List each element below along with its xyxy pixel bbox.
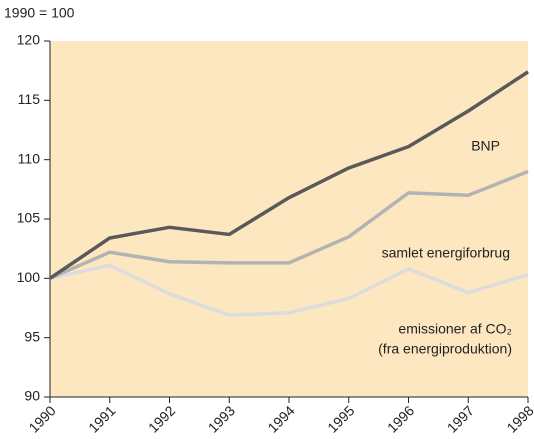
y-tick-label: 95 [24, 328, 40, 344]
y-tick-label: 105 [17, 210, 41, 226]
x-tick-label: 1994 [264, 402, 297, 435]
series-label: emissioner af CO₂ [398, 321, 512, 337]
series-line [49, 70, 529, 280]
y-tick-label: 120 [17, 32, 41, 48]
series-line [49, 263, 529, 317]
series-label: samlet energiforbrug [382, 245, 510, 261]
x-tick-label: 1998 [503, 402, 534, 435]
x-tick-label: 1992 [145, 402, 178, 435]
x-tick-label: 1996 [384, 402, 417, 435]
annotation: (fra energiproduktion) [378, 341, 512, 357]
x-tick-label: 1995 [324, 402, 357, 435]
x-tick-label: 1997 [444, 402, 477, 435]
series-line [49, 169, 529, 280]
y-tick-label: 100 [17, 269, 41, 285]
x-tick-label: 1990 [25, 402, 58, 435]
y-tick-label: 115 [18, 91, 41, 107]
y-axis-label: 1990 = 100 [4, 5, 75, 21]
y-tick-label: 90 [24, 388, 40, 404]
y-tick-label: 110 [18, 150, 41, 166]
plot-area [50, 41, 528, 397]
series-label: BNP [471, 138, 500, 154]
x-tick-label: 1991 [85, 402, 118, 435]
x-tick-label: 1993 [205, 402, 238, 435]
